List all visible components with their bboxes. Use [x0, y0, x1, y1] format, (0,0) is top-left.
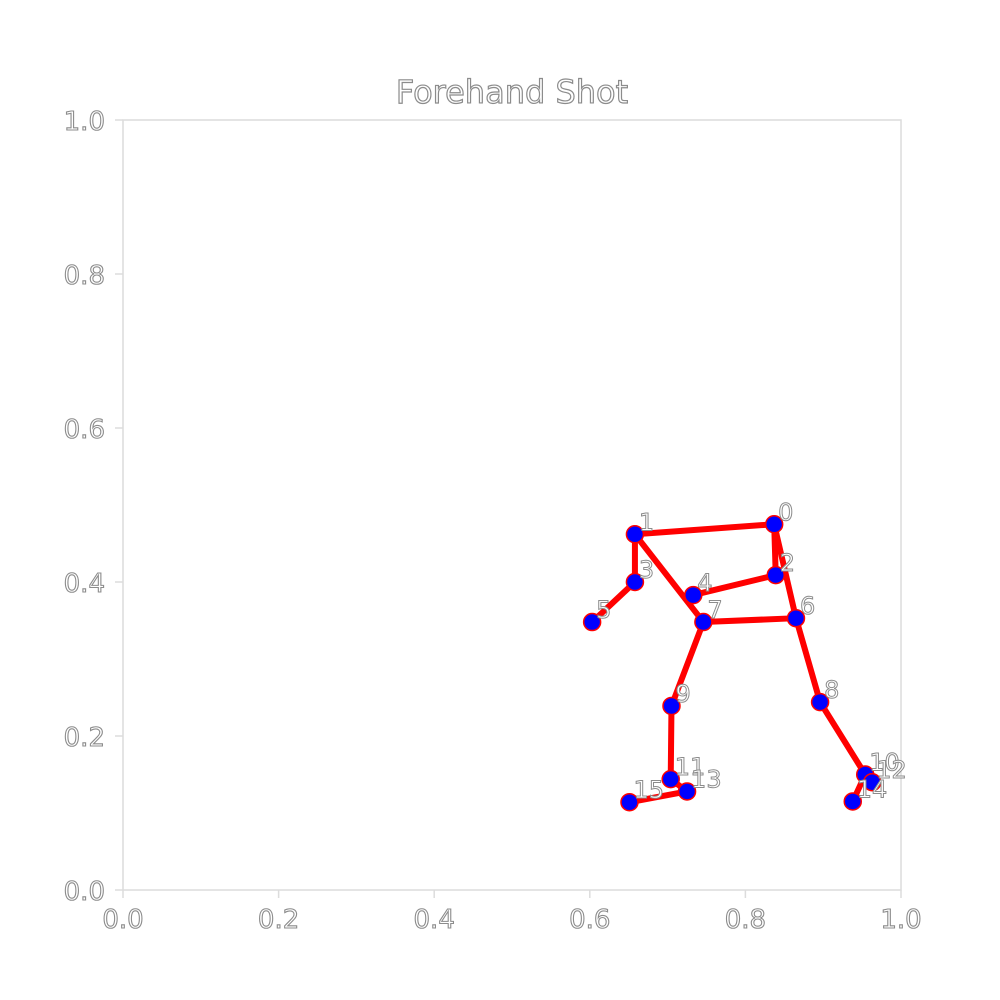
keypoint-label: 8: [824, 676, 839, 704]
x-tick-label: 0.2: [258, 905, 299, 935]
axis-ticks: 0.0 0.2 0.4 0.6 0.8 1.0 0.0 0.2 0.4 0.6 0.8 1.0: [63, 106, 922, 935]
skeleton-edge: [631, 531, 707, 626]
y-tick-label: 1.0: [64, 107, 105, 137]
x-tick-label: 0.0: [102, 905, 143, 935]
skeleton-edge: [771, 521, 799, 622]
keypoint-label: 9: [675, 680, 690, 708]
y-tick-label: 0.6: [64, 415, 105, 445]
chart-title: Forehand Shot: [396, 73, 628, 111]
keypoint-label: 15: [633, 776, 664, 804]
keypoint-marker: [684, 585, 703, 605]
keypoint-label: 0: [778, 498, 793, 526]
keypoint-marker: [625, 572, 645, 592]
skeleton-edge: [667, 702, 675, 783]
keypoint-marker: [862, 772, 882, 792]
y-tick-label: 0.2: [64, 723, 105, 753]
x-tick-label: 1.0: [880, 905, 921, 935]
keypoints: [582, 515, 882, 812]
x-tick-label: 0.6: [569, 905, 610, 935]
keypoint-label: 5: [596, 596, 611, 624]
skeleton-edge: [668, 619, 707, 709]
keypoint-label: 1: [639, 508, 654, 536]
skeleton-edge: [700, 615, 799, 626]
keypoint-marker: [766, 565, 785, 585]
skeleton-edge: [589, 579, 638, 626]
keypoint-label: 7: [707, 596, 722, 624]
keypoint-label: 3: [639, 556, 654, 584]
y-tick-label: 0.4: [64, 569, 105, 599]
skeleton-edge: [631, 521, 778, 538]
y-tick-label: 0.0: [64, 877, 105, 907]
skeleton-edge: [690, 572, 779, 599]
skeleton-edge: [626, 788, 691, 806]
keypoint-marker: [625, 525, 645, 544]
keypoint-marker: [810, 692, 830, 712]
skeleton-edge: [817, 699, 869, 778]
keypoint-marker: [694, 612, 713, 632]
y-tick-label: 0.8: [64, 261, 105, 291]
keypoint-marker: [582, 612, 602, 632]
plot-area: [122, 119, 902, 891]
keypoint-label: 12: [876, 756, 907, 784]
keypoint-label: 6: [800, 592, 815, 620]
keypoint-label: 13: [691, 765, 722, 793]
keypoint-marker: [662, 696, 681, 716]
skeleton-edge: [792, 615, 824, 706]
keypoint-marker: [677, 782, 697, 801]
keypoint-marker: [843, 792, 863, 811]
keypoint-label: 10: [869, 749, 900, 777]
keypoint-marker: [661, 769, 680, 789]
x-tick-label: 0.8: [725, 905, 766, 935]
keypoint-label: 14: [857, 775, 888, 803]
x-tick-label: 0.4: [414, 905, 455, 935]
keypoint-label: 11: [675, 753, 706, 781]
keypoint-marker: [764, 515, 784, 534]
keypoint-label: 2: [780, 549, 795, 577]
keypoint-marker: [620, 792, 639, 812]
keypoint-marker: [786, 608, 806, 628]
keypoint-label: 4: [697, 569, 712, 597]
